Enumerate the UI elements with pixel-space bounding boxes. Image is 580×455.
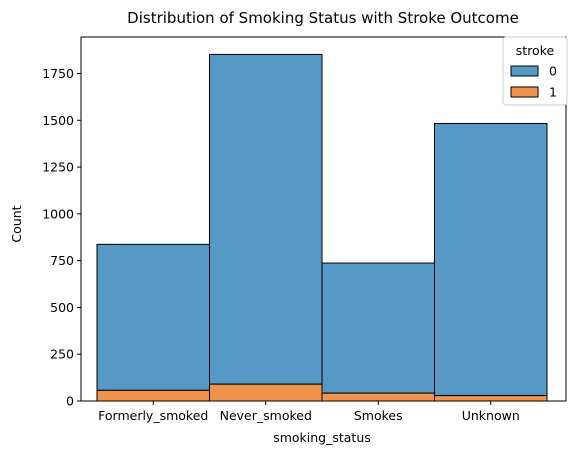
bar-stroke1-unknown	[434, 395, 548, 402]
y-tick-label: 250	[50, 347, 74, 362]
x-tick-label: Unknown	[462, 408, 520, 423]
x-axis-label: smoking_status	[273, 430, 371, 445]
axes	[80, 36, 567, 402]
bar-stroke0-never-smoked	[209, 53, 323, 385]
x-tick-label: Smokes	[354, 408, 403, 423]
x-tick-label: Never_smoked	[220, 408, 312, 423]
bar-stroke0-formerly-smoked	[96, 243, 210, 391]
bar-stroke1-smokes	[321, 392, 435, 402]
y-tick-label: 0	[66, 394, 74, 409]
x-axis-ticks: Formerly_smoked Never_smoked Smokes Unknown	[98, 401, 520, 423]
y-tick-label: 1500	[42, 113, 74, 128]
bar-stroke0-smokes	[321, 262, 435, 394]
y-tick-label: 1250	[42, 160, 74, 175]
plot-frame	[80, 36, 567, 402]
legend-swatch-1	[510, 86, 539, 98]
legend-title: stroke	[516, 43, 555, 58]
legend: stroke 0 1	[502, 36, 568, 106]
y-tick-label: 750	[50, 253, 74, 268]
legend-entry-1: 1	[549, 85, 557, 100]
legend-swatch-0	[510, 65, 539, 77]
y-axis-label: Count	[9, 205, 24, 242]
bar-stroke0-unknown	[434, 122, 548, 397]
chart-title: Distribution of Smoking Status with Stro…	[127, 9, 519, 27]
bar-stroke1-never-smoked	[209, 383, 323, 402]
y-tick-label: 1000	[42, 206, 74, 221]
legend-entry-0: 0	[549, 64, 557, 79]
x-tick-label: Formerly_smoked	[98, 408, 208, 423]
bar-stroke1-formerly-smoked	[96, 389, 210, 402]
y-axis-ticks: 0 250 500 750 1000 1250 1500 1750	[42, 66, 81, 409]
bars	[96, 53, 548, 402]
y-tick-label: 500	[50, 300, 74, 315]
y-tick-label: 1750	[42, 66, 74, 81]
